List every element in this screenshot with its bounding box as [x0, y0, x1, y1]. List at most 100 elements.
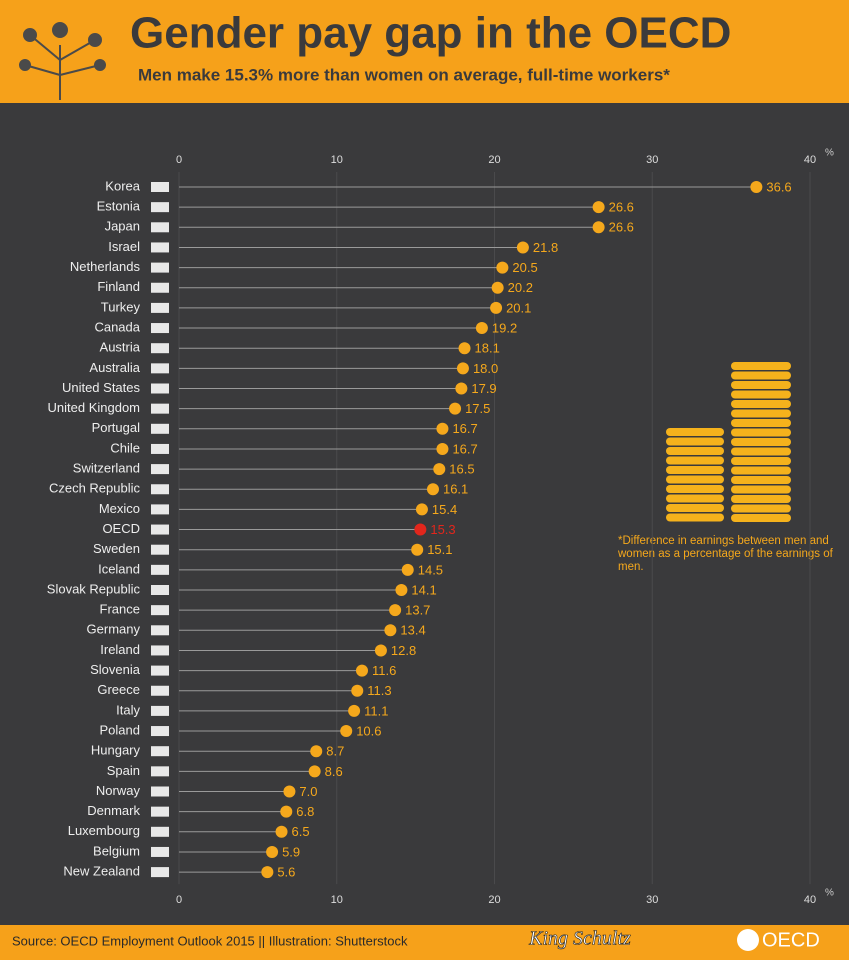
value-label: 18.0: [473, 361, 498, 376]
dot: [436, 422, 449, 435]
flag: [151, 403, 169, 414]
flag: [151, 867, 169, 878]
y-tick-label: Poland: [100, 722, 140, 737]
flag: [151, 282, 169, 293]
flag: [151, 464, 169, 475]
logo-icon: [737, 929, 759, 951]
y-tick-label: Switzerland: [73, 461, 140, 476]
value-label: 36.6: [766, 179, 791, 194]
flag: [151, 846, 169, 857]
dot: [310, 745, 323, 758]
coin: [731, 457, 791, 465]
footer: [0, 925, 849, 960]
value-label: 5.6: [277, 865, 295, 880]
value-label: 21.8: [533, 240, 558, 255]
dot: [455, 382, 468, 395]
y-tick-label: Netherlands: [70, 259, 141, 274]
x-tick-label: 30: [646, 894, 658, 906]
y-tick-label: United Kingdom: [48, 400, 141, 415]
coin: [666, 485, 724, 493]
value-label: 6.8: [296, 804, 314, 819]
y-tick-label: Mexico: [99, 501, 140, 516]
flag: [151, 202, 169, 213]
flag: [151, 323, 169, 334]
value-label: 13.7: [405, 603, 430, 618]
x-tick-label: 30: [646, 154, 658, 166]
y-tick-label: Australia: [89, 360, 140, 375]
flag: [151, 544, 169, 555]
dot: [340, 725, 353, 738]
value-label: 16.7: [452, 441, 477, 456]
y-tick-label: Slovenia: [90, 662, 141, 677]
flag: [151, 726, 169, 737]
dot: [458, 342, 471, 355]
value-label: 20.5: [512, 260, 537, 275]
note: *Difference in earnings between men and …: [618, 535, 833, 573]
coin: [666, 447, 724, 455]
value-label: 16.5: [449, 462, 474, 477]
flag: [151, 665, 169, 676]
dot: [433, 463, 446, 476]
coin: [666, 428, 724, 436]
value-label: 13.4: [400, 623, 425, 638]
flag: [151, 484, 169, 495]
y-tick-label: Czech Republic: [49, 481, 141, 496]
dot: [496, 261, 509, 274]
flag: [151, 262, 169, 273]
axis-unit: %: [825, 888, 834, 899]
dot: [283, 785, 296, 798]
coin: [731, 362, 791, 370]
y-tick-label: Italy: [116, 702, 140, 717]
dot: [374, 644, 387, 657]
dot: [490, 301, 503, 314]
flag: [151, 564, 169, 575]
flag: [151, 504, 169, 515]
coin: [731, 514, 791, 522]
dot: [475, 322, 488, 335]
dot: [411, 543, 424, 556]
flag: [151, 625, 169, 636]
y-tick-label: Japan: [105, 219, 140, 234]
coin: [731, 485, 791, 494]
flag: [151, 705, 169, 716]
dot: [351, 684, 364, 697]
coin: [731, 381, 791, 389]
dot: [516, 241, 529, 254]
dot: [592, 221, 605, 234]
value-label: 8.6: [325, 764, 343, 779]
axis-unit: %: [825, 148, 834, 159]
value-label: 5.9: [282, 844, 300, 859]
note-box: *Difference in earnings between men and …: [618, 535, 833, 573]
value-label: 11.3: [367, 683, 391, 698]
logo: OECD: [762, 929, 820, 951]
x-tick-label: 10: [331, 154, 343, 166]
flag: [151, 685, 169, 696]
y-tick-label: Estonia: [97, 199, 141, 214]
dot: [414, 523, 427, 536]
y-tick-label: New Zealand: [63, 864, 140, 879]
header: [0, 0, 849, 103]
x-tick-label: 0: [176, 894, 182, 906]
coin: [666, 475, 724, 484]
y-tick-label: Luxembourg: [68, 823, 140, 838]
flag: [151, 605, 169, 616]
dot: [415, 503, 428, 516]
flag: [151, 363, 169, 374]
dot: [348, 704, 361, 717]
dot: [275, 825, 288, 838]
dot: [750, 181, 763, 193]
chart-title: Gender pay gap in the OECD: [130, 9, 731, 58]
coin: [731, 466, 791, 475]
flag: [151, 383, 169, 394]
coin: [666, 456, 724, 465]
value-label: 20.1: [506, 300, 531, 315]
coin: [666, 494, 724, 503]
value-label: 16.1: [443, 482, 468, 497]
x-tick-label: 0: [176, 154, 182, 166]
dot: [456, 362, 469, 375]
value-label: 15.4: [432, 502, 457, 517]
source: Source: OECD Employment Outlook 2015 || …: [12, 933, 408, 948]
y-tick-label: Hungary: [91, 743, 141, 758]
